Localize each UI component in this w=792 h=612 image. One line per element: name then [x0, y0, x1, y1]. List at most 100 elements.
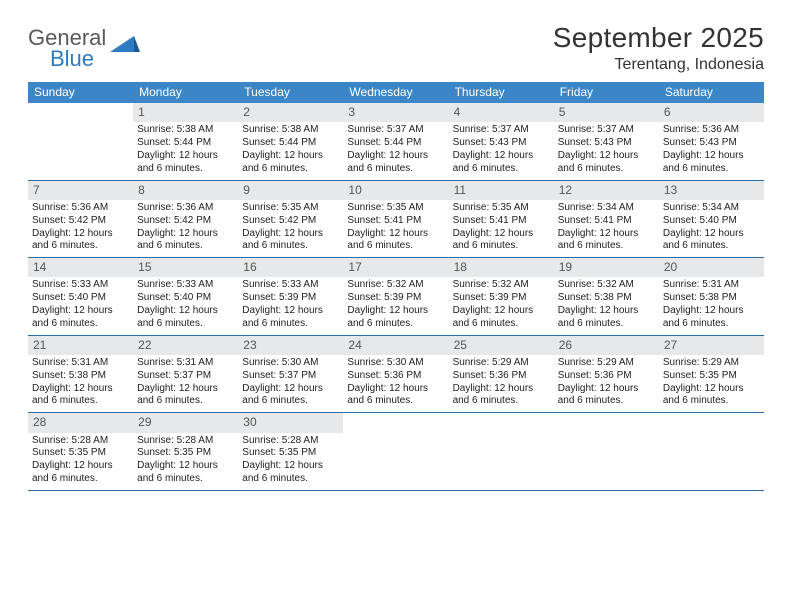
day-details: Sunrise: 5:34 AMSunset: 5:40 PMDaylight:… — [659, 200, 764, 257]
day-details: Sunrise: 5:31 AMSunset: 5:38 PMDaylight:… — [659, 277, 764, 334]
day-cell-22: 22Sunrise: 5:31 AMSunset: 5:37 PMDayligh… — [133, 336, 238, 413]
day-details: Sunrise: 5:32 AMSunset: 5:38 PMDaylight:… — [554, 277, 659, 334]
sunset-line: Sunset: 5:42 PM — [32, 215, 129, 228]
sunrise-line: Sunrise: 5:34 AM — [663, 202, 760, 215]
sunset-line: Sunset: 5:36 PM — [558, 370, 655, 383]
sunset-line: Sunset: 5:44 PM — [347, 137, 444, 150]
sunset-line: Sunset: 5:39 PM — [453, 292, 550, 305]
sunrise-line: Sunrise: 5:38 AM — [242, 124, 339, 137]
day-cell-23: 23Sunrise: 5:30 AMSunset: 5:37 PMDayligh… — [238, 336, 343, 413]
sunrise-line: Sunrise: 5:32 AM — [558, 279, 655, 292]
day-details: Sunrise: 5:29 AMSunset: 5:36 PMDaylight:… — [449, 355, 554, 412]
daylight-line: Daylight: 12 hours and 6 minutes. — [347, 383, 444, 409]
sunrise-line: Sunrise: 5:35 AM — [347, 202, 444, 215]
weekday-header-monday: Monday — [133, 82, 238, 103]
day-number: 27 — [659, 336, 764, 355]
day-details: Sunrise: 5:36 AMSunset: 5:42 PMDaylight:… — [133, 200, 238, 257]
day-cell-11: 11Sunrise: 5:35 AMSunset: 5:41 PMDayligh… — [449, 181, 554, 258]
day-number: 16 — [238, 258, 343, 277]
day-details: Sunrise: 5:37 AMSunset: 5:43 PMDaylight:… — [449, 122, 554, 179]
day-number: 10 — [343, 181, 448, 200]
day-cell-5: 5Sunrise: 5:37 AMSunset: 5:43 PMDaylight… — [554, 103, 659, 180]
sunrise-line: Sunrise: 5:37 AM — [347, 124, 444, 137]
day-cell-10: 10Sunrise: 5:35 AMSunset: 5:41 PMDayligh… — [343, 181, 448, 258]
sunrise-line: Sunrise: 5:31 AM — [32, 357, 129, 370]
day-details: Sunrise: 5:35 AMSunset: 5:42 PMDaylight:… — [238, 200, 343, 257]
daylight-line: Daylight: 12 hours and 6 minutes. — [242, 228, 339, 254]
day-number: 1 — [133, 103, 238, 122]
daylight-line: Daylight: 12 hours and 6 minutes. — [453, 150, 550, 176]
title-block: September 2025 Terentang, Indonesia — [553, 22, 764, 74]
sunset-line: Sunset: 5:35 PM — [663, 370, 760, 383]
day-number: 9 — [238, 181, 343, 200]
day-details: Sunrise: 5:33 AMSunset: 5:40 PMDaylight:… — [133, 277, 238, 334]
day-cell-empty — [28, 103, 133, 180]
day-cell-12: 12Sunrise: 5:34 AMSunset: 5:41 PMDayligh… — [554, 181, 659, 258]
day-cell-14: 14Sunrise: 5:33 AMSunset: 5:40 PMDayligh… — [28, 258, 133, 335]
sunrise-line: Sunrise: 5:28 AM — [137, 435, 234, 448]
location-label: Terentang, Indonesia — [553, 56, 764, 74]
day-number: 22 — [133, 336, 238, 355]
day-details: Sunrise: 5:30 AMSunset: 5:36 PMDaylight:… — [343, 355, 448, 412]
day-details: Sunrise: 5:33 AMSunset: 5:39 PMDaylight:… — [238, 277, 343, 334]
weeks-container: 1Sunrise: 5:38 AMSunset: 5:44 PMDaylight… — [28, 103, 764, 491]
day-details: Sunrise: 5:31 AMSunset: 5:37 PMDaylight:… — [133, 355, 238, 412]
day-number: 12 — [554, 181, 659, 200]
day-details: Sunrise: 5:28 AMSunset: 5:35 PMDaylight:… — [238, 433, 343, 490]
daylight-line: Daylight: 12 hours and 6 minutes. — [558, 305, 655, 331]
sunrise-line: Sunrise: 5:29 AM — [558, 357, 655, 370]
daylight-line: Daylight: 12 hours and 6 minutes. — [453, 305, 550, 331]
day-details: Sunrise: 5:28 AMSunset: 5:35 PMDaylight:… — [28, 433, 133, 490]
week-row: 7Sunrise: 5:36 AMSunset: 5:42 PMDaylight… — [28, 181, 764, 259]
sunset-line: Sunset: 5:43 PM — [663, 137, 760, 150]
day-number: 8 — [133, 181, 238, 200]
day-cell-27: 27Sunrise: 5:29 AMSunset: 5:35 PMDayligh… — [659, 336, 764, 413]
day-number: 5 — [554, 103, 659, 122]
day-details: Sunrise: 5:35 AMSunset: 5:41 PMDaylight:… — [343, 200, 448, 257]
day-number: 26 — [554, 336, 659, 355]
sunset-line: Sunset: 5:41 PM — [453, 215, 550, 228]
day-number: 19 — [554, 258, 659, 277]
day-number: 15 — [133, 258, 238, 277]
daylight-line: Daylight: 12 hours and 6 minutes. — [137, 383, 234, 409]
week-row: 28Sunrise: 5:28 AMSunset: 5:35 PMDayligh… — [28, 413, 764, 491]
sunset-line: Sunset: 5:38 PM — [663, 292, 760, 305]
sunset-line: Sunset: 5:35 PM — [32, 447, 129, 460]
day-details: Sunrise: 5:29 AMSunset: 5:35 PMDaylight:… — [659, 355, 764, 412]
daylight-line: Daylight: 12 hours and 6 minutes. — [663, 383, 760, 409]
daylight-line: Daylight: 12 hours and 6 minutes. — [242, 383, 339, 409]
day-details: Sunrise: 5:38 AMSunset: 5:44 PMDaylight:… — [238, 122, 343, 179]
day-details: Sunrise: 5:35 AMSunset: 5:41 PMDaylight:… — [449, 200, 554, 257]
weekday-header-friday: Friday — [554, 82, 659, 103]
day-cell-7: 7Sunrise: 5:36 AMSunset: 5:42 PMDaylight… — [28, 181, 133, 258]
sunrise-line: Sunrise: 5:29 AM — [663, 357, 760, 370]
weekday-header-wednesday: Wednesday — [343, 82, 448, 103]
daylight-line: Daylight: 12 hours and 6 minutes. — [137, 305, 234, 331]
day-number: 25 — [449, 336, 554, 355]
calendar-grid: SundayMondayTuesdayWednesdayThursdayFrid… — [28, 82, 764, 491]
daylight-line: Daylight: 12 hours and 6 minutes. — [453, 228, 550, 254]
weekday-header-thursday: Thursday — [449, 82, 554, 103]
sunrise-line: Sunrise: 5:33 AM — [242, 279, 339, 292]
sunset-line: Sunset: 5:35 PM — [137, 447, 234, 460]
week-row: 21Sunrise: 5:31 AMSunset: 5:38 PMDayligh… — [28, 336, 764, 414]
day-cell-8: 8Sunrise: 5:36 AMSunset: 5:42 PMDaylight… — [133, 181, 238, 258]
day-cell-9: 9Sunrise: 5:35 AMSunset: 5:42 PMDaylight… — [238, 181, 343, 258]
sunrise-line: Sunrise: 5:33 AM — [137, 279, 234, 292]
sunrise-line: Sunrise: 5:32 AM — [347, 279, 444, 292]
sunrise-line: Sunrise: 5:32 AM — [453, 279, 550, 292]
day-number: 20 — [659, 258, 764, 277]
day-details: Sunrise: 5:32 AMSunset: 5:39 PMDaylight:… — [343, 277, 448, 334]
day-cell-19: 19Sunrise: 5:32 AMSunset: 5:38 PMDayligh… — [554, 258, 659, 335]
daylight-line: Daylight: 12 hours and 6 minutes. — [32, 228, 129, 254]
day-cell-28: 28Sunrise: 5:28 AMSunset: 5:35 PMDayligh… — [28, 413, 133, 490]
sunset-line: Sunset: 5:38 PM — [32, 370, 129, 383]
sunrise-line: Sunrise: 5:35 AM — [242, 202, 339, 215]
day-details: Sunrise: 5:38 AMSunset: 5:44 PMDaylight:… — [133, 122, 238, 179]
day-details: Sunrise: 5:36 AMSunset: 5:43 PMDaylight:… — [659, 122, 764, 179]
day-number: 7 — [28, 181, 133, 200]
day-details: Sunrise: 5:31 AMSunset: 5:38 PMDaylight:… — [28, 355, 133, 412]
sunset-line: Sunset: 5:43 PM — [453, 137, 550, 150]
daylight-line: Daylight: 12 hours and 6 minutes. — [347, 228, 444, 254]
sunset-line: Sunset: 5:38 PM — [558, 292, 655, 305]
